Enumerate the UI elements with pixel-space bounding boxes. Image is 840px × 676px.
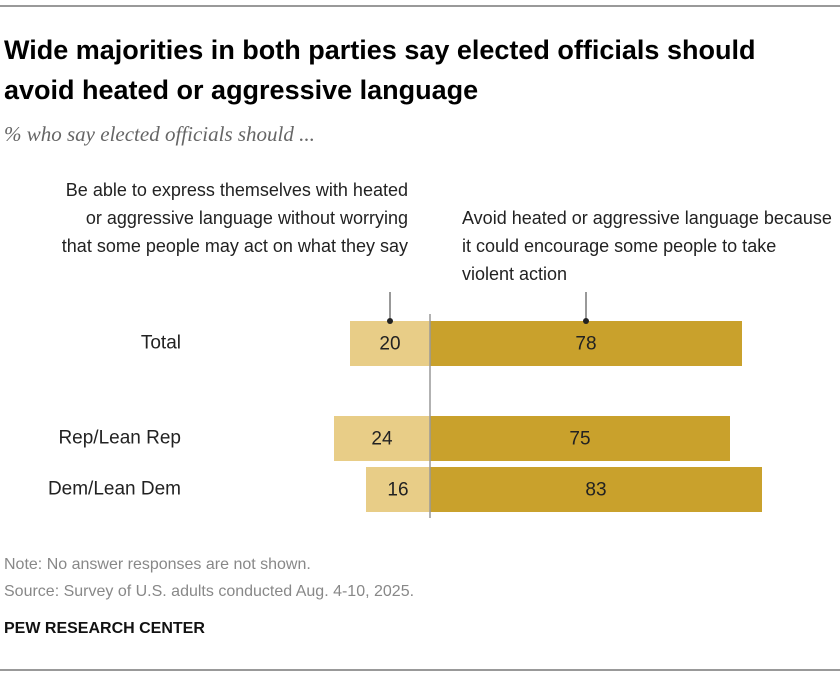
note: Note: No answer responses are not shown.	[4, 556, 311, 573]
bar	[334, 416, 430, 461]
credit: PEW RESEARCH CENTER	[4, 620, 205, 637]
legend-dot	[387, 318, 393, 324]
value-label: 24	[371, 429, 393, 450]
bar	[430, 416, 730, 461]
value-label: 16	[387, 480, 408, 501]
category-label: Dem/Lean Dem	[48, 479, 181, 500]
bar	[350, 321, 430, 366]
chart-subtitle: % who say elected officials should ...	[4, 122, 315, 146]
bar	[430, 467, 762, 512]
category-label: Rep/Lean Rep	[58, 428, 181, 449]
legend-label: Avoid heated or aggressive language beca…	[462, 208, 832, 284]
category-label: Total	[141, 333, 181, 354]
legend-dot	[583, 318, 589, 324]
value-label: 75	[569, 429, 590, 450]
value-label: 83	[585, 480, 606, 501]
bar	[366, 467, 430, 512]
source: Source: Survey of U.S. adults conducted …	[4, 583, 415, 600]
value-label: 20	[379, 334, 400, 355]
chart-title: Wide majorities in both parties say elec…	[4, 35, 756, 105]
bar	[430, 321, 742, 366]
legend-label: Be able to express themselves with heate…	[61, 180, 408, 256]
value-label: 78	[575, 334, 596, 355]
